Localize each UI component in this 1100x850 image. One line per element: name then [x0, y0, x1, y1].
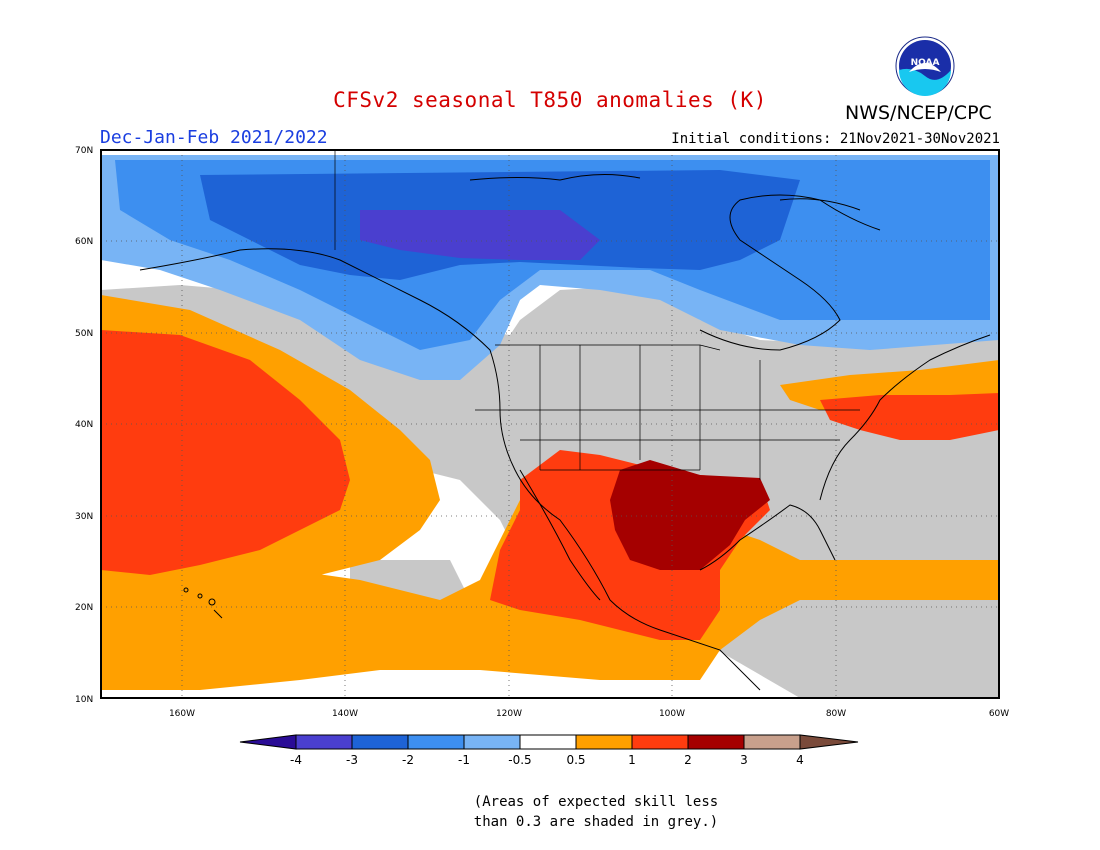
agency-label: NWS/NCEP/CPC — [845, 102, 992, 124]
map-fields — [101, 150, 999, 698]
legend-label: 2 — [684, 753, 692, 767]
legend-swatch — [295, 734, 353, 750]
legend-swatch — [687, 734, 745, 750]
lat-axis: 70N 60N 50N 40N 30N 20N 10N — [75, 146, 93, 705]
skill-note-line: (Areas of expected skill less — [473, 794, 719, 810]
legend-label: 4 — [796, 753, 804, 767]
lon-label: 120W — [496, 709, 522, 719]
lon-label: 60W — [989, 709, 1009, 719]
legend-labels: -4 -3 -2 -1 -0.5 0.5 1 2 3 4 — [290, 753, 804, 767]
legend-arrow-left — [239, 734, 297, 750]
legend-label: 3 — [740, 753, 748, 767]
skill-note-line: than 0.3 are shaded in grey.) — [473, 814, 719, 830]
lon-label: 80W — [826, 709, 846, 719]
lat-label: 40N — [75, 420, 93, 430]
borders — [334, 150, 860, 480]
lat-label: 60N — [75, 237, 93, 247]
region-warm-texas — [610, 460, 770, 570]
map-frame — [100, 149, 1000, 699]
initial-conditions-label: Initial conditions: 21Nov2021-30Nov2021 — [671, 131, 1000, 147]
lat-label: 70N — [75, 146, 93, 156]
legend-swatch — [743, 734, 801, 750]
legend-label: -1 — [458, 753, 470, 767]
legend-swatch — [575, 734, 633, 750]
legend-swatch — [351, 734, 409, 750]
noaa-logo: NOAA — [895, 36, 955, 96]
figure-title: CFSv2 seasonal T850 anomalies (K) — [333, 88, 767, 112]
legend-label: -0.5 — [508, 753, 531, 767]
lon-label: 160W — [169, 709, 195, 719]
legend-arrow-right — [799, 734, 859, 750]
skill-note: (Areas of expected skill less than 0.3 a… — [0, 792, 1100, 832]
lon-axis: 160W 140W 120W 100W 80W 60W — [169, 709, 1009, 719]
region-warm-atlantic — [820, 393, 999, 440]
legend-swatch — [519, 734, 577, 750]
lat-label: 50N — [75, 329, 93, 339]
lon-label: 140W — [332, 709, 358, 719]
color-legend: -4 -3 -2 -1 -0.5 0.5 1 2 3 4 — [239, 734, 859, 767]
legend-label: -3 — [346, 753, 358, 767]
logo-text: NOAA — [911, 58, 940, 68]
coastlines — [139, 173, 991, 691]
hawaii-islands — [183, 587, 223, 619]
legend-label: 0.5 — [566, 753, 585, 767]
legend-label: -4 — [290, 753, 302, 767]
legend-label: 1 — [628, 753, 636, 767]
lat-label: 30N — [75, 512, 93, 522]
region-warm-pacific-core — [101, 330, 350, 575]
lat-label: 20N — [75, 603, 93, 613]
season-label: Dec-Jan-Feb 2021/2022 — [100, 127, 328, 148]
lon-label: 100W — [659, 709, 685, 719]
lat-label: 10N — [75, 695, 93, 705]
legend-label: -2 — [402, 753, 414, 767]
legend-swatch — [407, 734, 465, 750]
region-cold-extreme — [360, 210, 600, 260]
legend-swatch — [463, 734, 521, 750]
legend-swatch — [631, 734, 689, 750]
